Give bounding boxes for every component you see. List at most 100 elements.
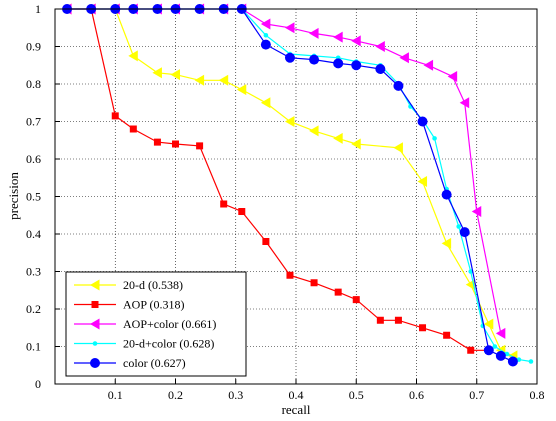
data-point (91, 301, 99, 308)
y-tick-label: 0.5 (26, 190, 41, 204)
data-point (447, 71, 458, 82)
data-point (376, 316, 384, 324)
legend: 20-d (0.538) AOP (0.318) AOP+color (0.661)… (65, 271, 247, 377)
y-tick-label: 0.9 (26, 40, 41, 54)
data-point (236, 84, 247, 96)
y-tick-label: 0 (35, 377, 41, 391)
legend-item: AOP+color (0.661) (74, 317, 216, 331)
data-point (351, 35, 361, 47)
data-point (286, 271, 294, 279)
data-point (333, 132, 343, 144)
legend-label: 20-d+color (0.628) (123, 337, 214, 351)
data-point (468, 269, 474, 274)
axis-ticks: 0.1 0.2 0.3 0.4 0.5 0.6 0.7 0.8 0 0.1 0.2 0.3 0.4 0.5… (26, 2, 545, 402)
series-4 (62, 4, 518, 367)
legend-item: 20-d (0.538) (74, 278, 183, 292)
y-tick-label: 1 (35, 2, 41, 16)
data-point (220, 200, 228, 208)
data-point (456, 224, 461, 229)
data-point (111, 112, 119, 120)
data-point (375, 64, 386, 74)
data-point (284, 22, 295, 34)
data-point (129, 125, 137, 133)
y-tick-label: 0.4 (26, 227, 41, 241)
data-point (90, 279, 100, 291)
data-point (471, 206, 482, 217)
data-point (351, 60, 362, 71)
x-tick-label: 0.4 (289, 388, 304, 402)
x-tick-label: 0.8 (530, 388, 545, 402)
data-point (495, 350, 506, 361)
x-tick-label: 0.1 (108, 388, 123, 402)
y-axis-label: precision (6, 172, 21, 220)
data-point (443, 331, 451, 339)
data-point (260, 39, 271, 50)
y-tick-label: 0.1 (26, 340, 41, 354)
data-point (284, 52, 295, 63)
x-tick-label: 0.6 (409, 388, 424, 402)
data-point (128, 50, 138, 62)
data-point (419, 324, 427, 332)
data-point (153, 138, 161, 146)
data-point (310, 279, 318, 287)
data-point (393, 80, 404, 91)
data-point (417, 176, 428, 187)
data-point (194, 74, 205, 86)
data-point (333, 58, 344, 69)
data-point (284, 116, 295, 127)
data-point (152, 67, 162, 79)
data-point (507, 356, 518, 367)
data-point (528, 359, 534, 364)
x-axis-label: recall (282, 402, 311, 417)
y-tick-label: 0.7 (26, 115, 41, 129)
y-tick-label: 0.3 (26, 265, 41, 279)
legend-label: AOP+color (0.661) (123, 317, 216, 331)
data-point (483, 318, 494, 330)
data-point (92, 341, 98, 346)
data-point (238, 208, 246, 215)
y-tick-label: 0.8 (26, 77, 41, 91)
data-point (417, 116, 428, 127)
data-point (90, 318, 100, 330)
data-point (260, 18, 271, 30)
data-point (172, 140, 179, 148)
data-point (309, 54, 320, 65)
data-point (375, 41, 385, 52)
data-point (196, 142, 204, 150)
data-point (441, 237, 452, 249)
data-point (218, 74, 229, 86)
x-tick-label: 0.5 (349, 388, 364, 402)
data-point (309, 125, 319, 137)
data-point (495, 327, 506, 339)
data-point (393, 142, 403, 154)
data-point (441, 189, 452, 200)
data-point (483, 345, 494, 356)
x-tick-label: 0.2 (168, 388, 183, 402)
data-point (423, 59, 434, 71)
x-tick-label: 0.3 (228, 388, 243, 402)
data-point (90, 358, 100, 368)
data-point (394, 316, 402, 324)
legend-item: 20-d+color (0.628) (74, 337, 214, 351)
data-point (492, 344, 498, 349)
legend-label: AOP (0.318) (123, 298, 185, 312)
legend-item: color (0.627) (74, 356, 186, 370)
data-point (262, 238, 270, 245)
data-point (459, 227, 470, 238)
data-point (351, 138, 361, 150)
data-point (459, 97, 470, 109)
data-point (334, 288, 342, 296)
data-point (260, 97, 271, 109)
y-tick-label: 0.6 (26, 152, 41, 166)
data-point (467, 346, 475, 354)
y-tick-label: 0.2 (26, 302, 41, 316)
data-point (432, 136, 437, 141)
data-point (309, 27, 319, 39)
x-tick-label: 0.7 (469, 388, 484, 402)
series-line (67, 8, 489, 351)
data-point (352, 296, 360, 304)
legend-label: color (0.627) (123, 356, 186, 370)
data-point (333, 31, 343, 43)
data-point (263, 32, 269, 38)
